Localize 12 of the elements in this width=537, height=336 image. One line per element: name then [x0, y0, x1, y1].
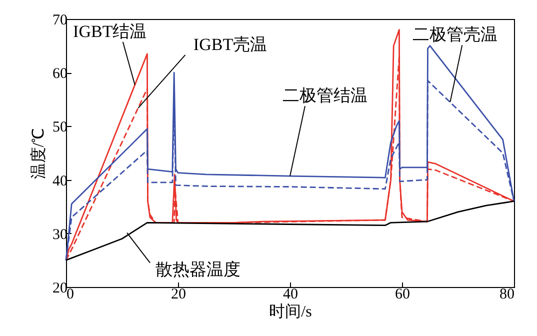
x-tick-label: 40: [283, 286, 298, 302]
x-axis-title: 时间/s: [269, 302, 312, 320]
annotation: 二极管结温: [282, 86, 368, 106]
x-tick-label: 80: [500, 286, 514, 302]
x-tick-label: 0: [66, 286, 74, 302]
annotation: IGBT结温: [73, 22, 147, 41]
annotation: 二极管壳温: [412, 25, 498, 44]
x-tick-label: 20: [171, 286, 186, 302]
y-axis-title: 温度/℃: [30, 128, 48, 180]
annotation: IGBT壳温: [193, 34, 268, 54]
annotation: 散热器温度: [156, 260, 241, 279]
x-tick-label: 60: [395, 286, 410, 302]
